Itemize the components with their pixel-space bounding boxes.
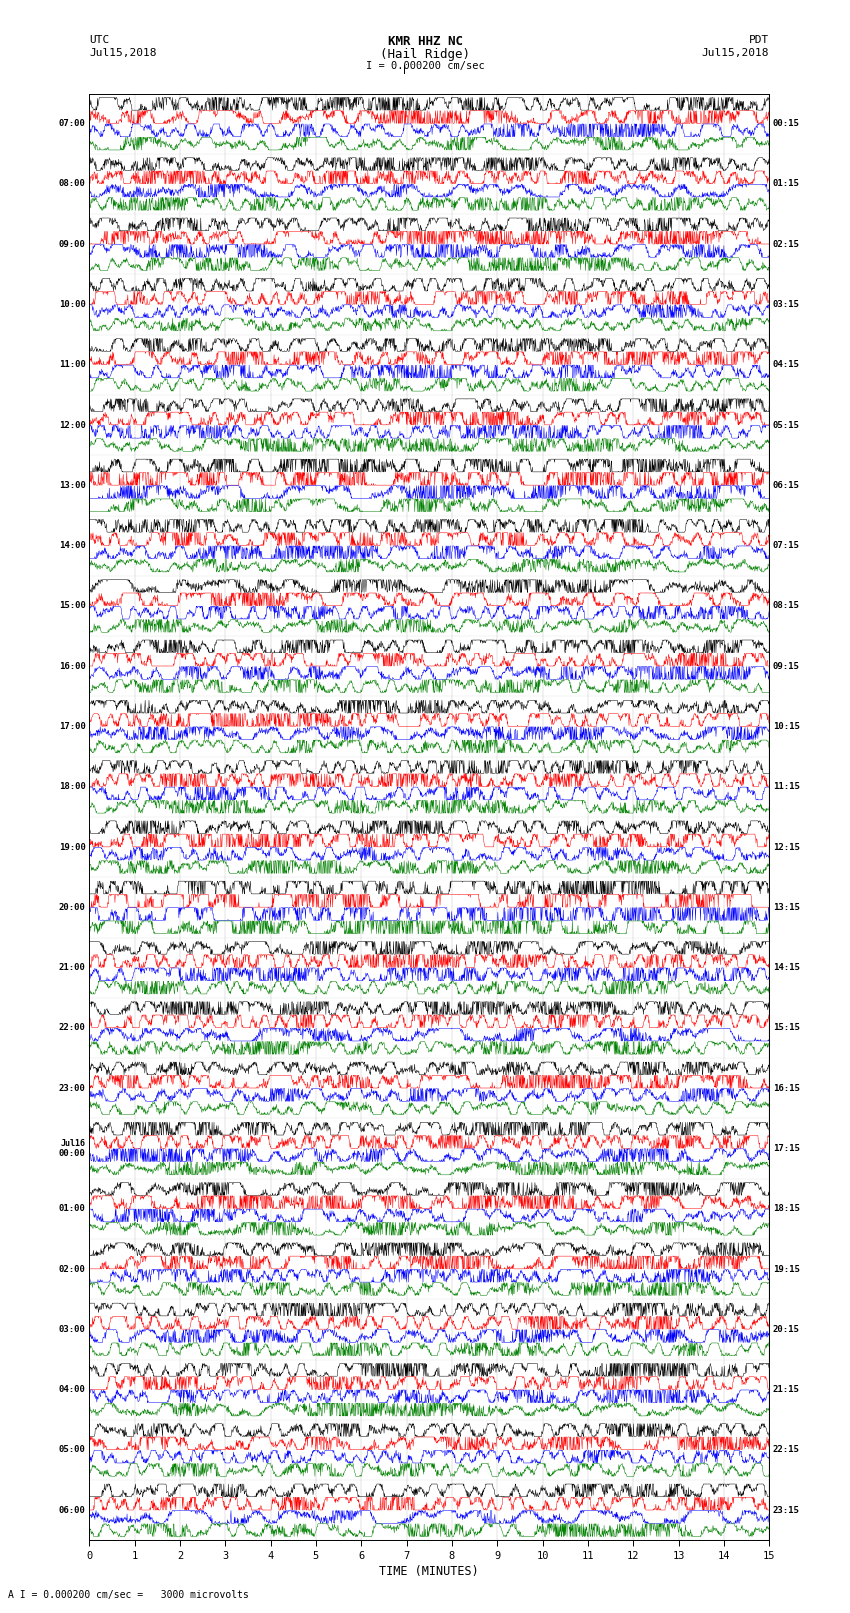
Text: 00:15: 00:15: [773, 119, 800, 127]
Text: 04:00: 04:00: [59, 1386, 86, 1394]
Text: 07:00: 07:00: [59, 119, 86, 127]
Text: 02:00: 02:00: [59, 1265, 86, 1274]
Text: 17:15: 17:15: [773, 1144, 800, 1153]
Text: UTC: UTC: [89, 35, 110, 45]
Text: 06:15: 06:15: [773, 481, 800, 490]
Text: 20:15: 20:15: [773, 1324, 800, 1334]
Text: 19:00: 19:00: [59, 842, 86, 852]
Text: 15:00: 15:00: [59, 602, 86, 610]
Text: 18:00: 18:00: [59, 782, 86, 792]
Text: KMR HHZ NC: KMR HHZ NC: [388, 35, 462, 48]
Text: 01:00: 01:00: [59, 1205, 86, 1213]
Text: Jul15,2018: Jul15,2018: [89, 48, 156, 58]
Text: 05:00: 05:00: [59, 1445, 86, 1455]
Text: PDT: PDT: [749, 35, 769, 45]
Text: 08:00: 08:00: [59, 179, 86, 189]
Text: (Hail Ridge): (Hail Ridge): [380, 48, 470, 61]
Text: 23:15: 23:15: [773, 1507, 800, 1515]
Text: 12:15: 12:15: [773, 842, 800, 852]
Text: 04:15: 04:15: [773, 360, 800, 369]
Text: 03:15: 03:15: [773, 300, 800, 310]
Text: 21:15: 21:15: [773, 1386, 800, 1394]
Text: 22:00: 22:00: [59, 1024, 86, 1032]
Text: 11:15: 11:15: [773, 782, 800, 792]
Text: 13:15: 13:15: [773, 903, 800, 911]
X-axis label: TIME (MINUTES): TIME (MINUTES): [379, 1565, 479, 1578]
Text: 14:00: 14:00: [59, 542, 86, 550]
Text: 20:00: 20:00: [59, 903, 86, 911]
Text: 10:00: 10:00: [59, 300, 86, 310]
Text: 06:00: 06:00: [59, 1507, 86, 1515]
Text: 10:15: 10:15: [773, 723, 800, 731]
Text: 16:15: 16:15: [773, 1084, 800, 1092]
Text: 17:00: 17:00: [59, 723, 86, 731]
Text: 05:15: 05:15: [773, 421, 800, 429]
Text: A I = 0.000200 cm/sec =   3000 microvolts: A I = 0.000200 cm/sec = 3000 microvolts: [8, 1590, 249, 1600]
Text: 07:15: 07:15: [773, 542, 800, 550]
Text: 22:15: 22:15: [773, 1445, 800, 1455]
Text: 02:15: 02:15: [773, 240, 800, 248]
Text: 00:00: 00:00: [59, 1148, 86, 1158]
Text: 03:00: 03:00: [59, 1324, 86, 1334]
Text: 09:15: 09:15: [773, 661, 800, 671]
Text: I = 0.000200 cm/sec: I = 0.000200 cm/sec: [366, 61, 484, 71]
Text: 23:00: 23:00: [59, 1084, 86, 1092]
Text: 08:15: 08:15: [773, 602, 800, 610]
Text: Jul15,2018: Jul15,2018: [702, 48, 769, 58]
Text: 15:15: 15:15: [773, 1024, 800, 1032]
Text: 18:15: 18:15: [773, 1205, 800, 1213]
Text: 16:00: 16:00: [59, 661, 86, 671]
Text: 14:15: 14:15: [773, 963, 800, 973]
Text: 21:00: 21:00: [59, 963, 86, 973]
Text: 01:15: 01:15: [773, 179, 800, 189]
Text: 13:00: 13:00: [59, 481, 86, 490]
Text: 09:00: 09:00: [59, 240, 86, 248]
Text: 12:00: 12:00: [59, 421, 86, 429]
Text: 19:15: 19:15: [773, 1265, 800, 1274]
Text: Jul16: Jul16: [61, 1139, 86, 1148]
Text: 11:00: 11:00: [59, 360, 86, 369]
